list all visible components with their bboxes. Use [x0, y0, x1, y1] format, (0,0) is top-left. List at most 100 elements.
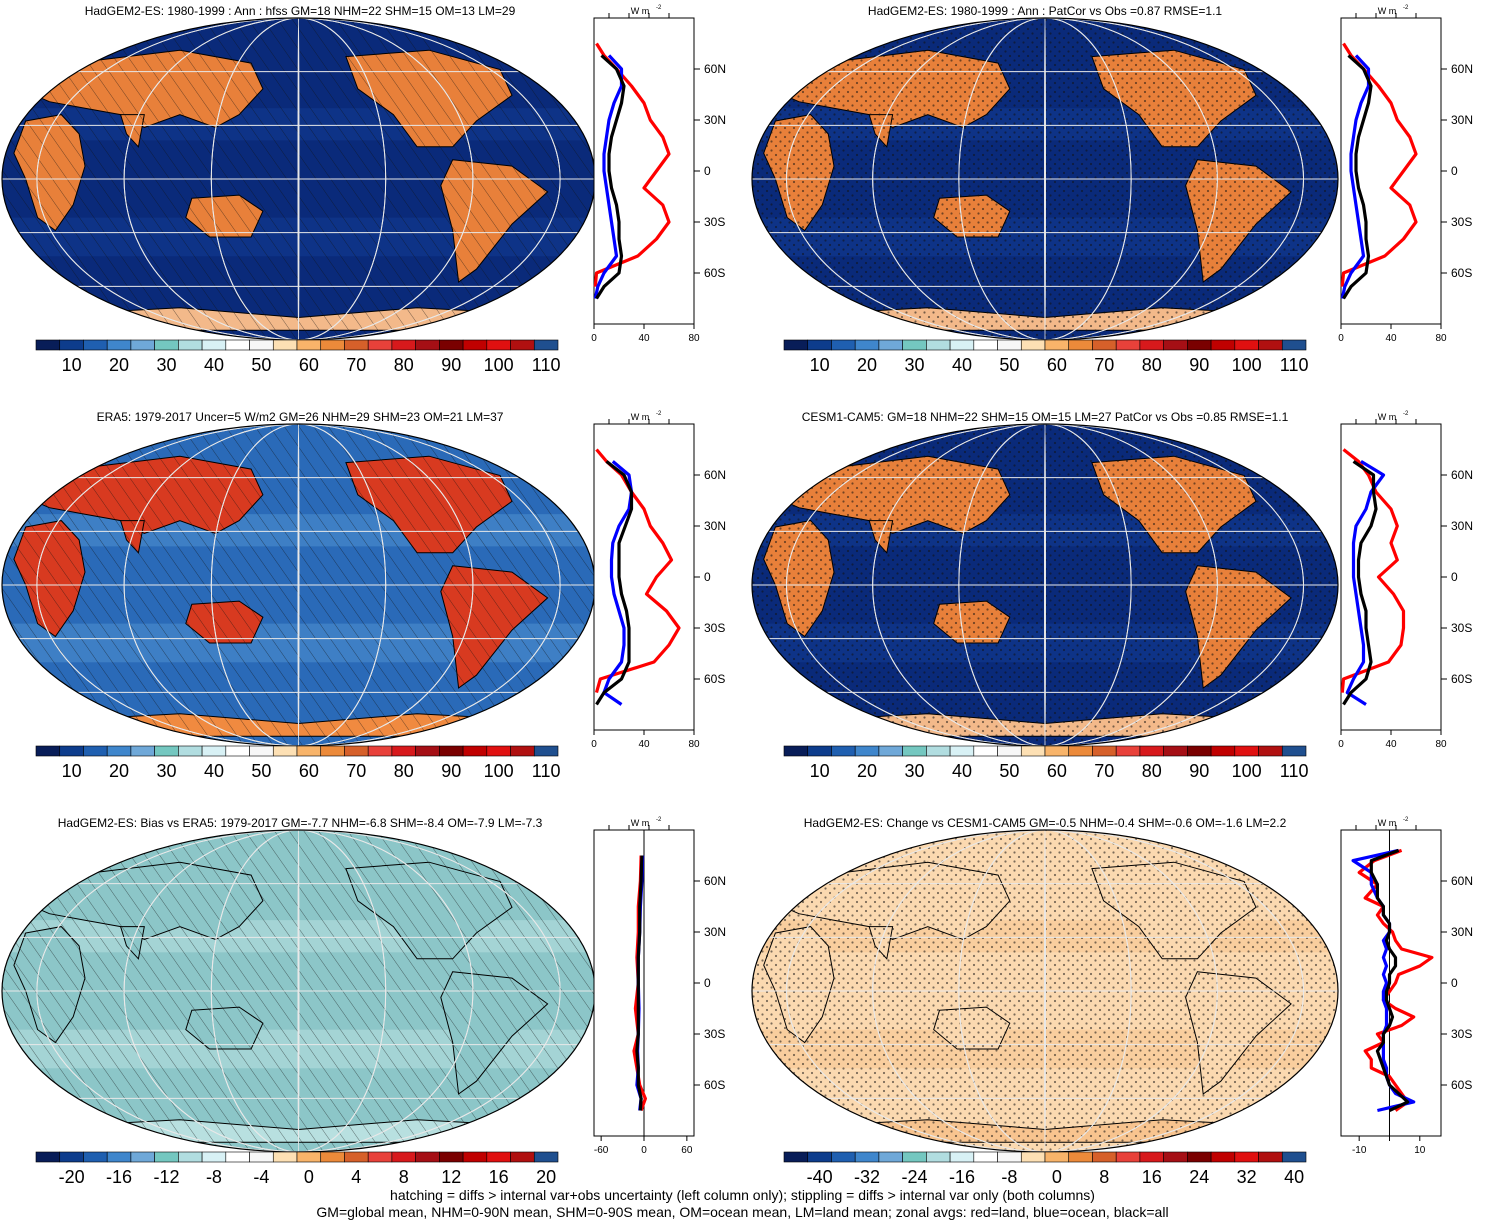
- graticule-lon: [123, 830, 474, 1152]
- lat-tick-label: 0: [704, 976, 711, 990]
- graticule-lon: [785, 830, 1305, 1152]
- panel-title: HadGEM2-ES: Change vs CESM1-CAM5 GM=-0.5…: [804, 816, 1287, 830]
- colorbar-swatch: [902, 745, 927, 757]
- colorbar-tick-label: 40: [204, 761, 224, 781]
- panel-title: HadGEM2-ES: 1980-1999 : Ann : PatCor vs …: [868, 4, 1223, 18]
- graticule-lon: [872, 18, 1218, 340]
- colorbar-swatch: [1068, 1151, 1093, 1163]
- profile-unit-label: W m: [1378, 818, 1397, 828]
- colorbar-tick-label: 50: [999, 761, 1019, 781]
- colorbar-swatch: [1187, 1151, 1212, 1163]
- map-panel-5: HadGEM2-ES: Bias vs ERA5: 1979-2017 GM=-…: [1, 816, 596, 1153]
- colorbar-swatch: [344, 339, 369, 351]
- colorbar-swatch: [83, 339, 108, 351]
- zonal-profile: W m -2 60N 30N 0 30S 60S -60 0 60: [593, 817, 726, 1156]
- colorbar-swatch: [783, 1151, 809, 1163]
- colorbar-swatch: [1210, 339, 1236, 351]
- colorbar-swatch: [1258, 339, 1283, 351]
- colorbar-tick-label: 32: [1237, 1167, 1257, 1187]
- map-panel-3: ERA5: 1979-2017 Uncer=5 W/m2 GM=26 NHM=2…: [1, 410, 596, 747]
- panel-title: ERA5: 1979-2017 Uncer=5 W/m2 GM=26 NHM=2…: [97, 410, 504, 424]
- colorbar-swatch: [249, 339, 274, 351]
- colorbar-tick-label: -20: [59, 1167, 85, 1187]
- lat-tick-label: 0: [1451, 164, 1458, 178]
- colorbar-tick-label: 90: [441, 355, 461, 375]
- lat-tick-label: 60N: [1451, 62, 1473, 76]
- graticule-lon: [210, 830, 387, 1152]
- colorbar-tick-label: 40: [204, 355, 224, 375]
- colorbar-tick-label: 8: [1099, 1167, 1109, 1187]
- colorbar-swatch: [1044, 1151, 1070, 1163]
- colorbar-swatch: [997, 1151, 1022, 1163]
- profile-unit-sup: -2: [1403, 411, 1409, 417]
- colorbar-swatch: [997, 339, 1022, 351]
- lat-tick-label: 60N: [704, 62, 726, 76]
- colorbar-swatch: [296, 339, 322, 351]
- land-series-line: [593, 42, 671, 287]
- colorbar-swatch: [462, 1151, 488, 1163]
- profile-unit-sup: -2: [1403, 5, 1409, 11]
- x-tick-label: 40: [1385, 739, 1397, 750]
- colorbar-swatch: [415, 339, 440, 351]
- colorbar-swatch: [35, 745, 61, 757]
- map-panel-2: HadGEM2-ES: 1980-1999 : Ann : PatCor vs …: [751, 4, 1339, 341]
- map-panel-4: CESM1-CAM5: GM=18 NHM=22 SHM=15 OM=15 LM…: [751, 410, 1339, 747]
- graticule-lon: [210, 18, 387, 340]
- colorbar-swatch: [807, 339, 832, 351]
- colorbar-swatch: [320, 1151, 345, 1163]
- colorbar-swatch: [1210, 745, 1236, 757]
- colorbar-tick-label: 80: [394, 761, 414, 781]
- colorbar-swatch: [1139, 339, 1164, 351]
- colorbar-tick-label: 90: [1189, 761, 1209, 781]
- graticule-lon: [1044, 830, 1046, 1152]
- lat-tick-label: 60N: [704, 468, 726, 482]
- footer-line-2: GM=global mean, NHM=0-90N mean, SHM=0-90…: [316, 1204, 1169, 1220]
- lat-tick-label: 0: [704, 570, 711, 584]
- graticule-lon: [958, 830, 1132, 1152]
- x-tick-label: 80: [1435, 333, 1447, 344]
- colorbar-swatch: [783, 745, 809, 757]
- colorbar-tick-label: 16: [1142, 1167, 1162, 1187]
- colorbar-swatch: [1139, 1151, 1164, 1163]
- colorbar-swatch: [878, 339, 903, 351]
- colorbar-swatch: [878, 745, 903, 757]
- colorbar-tick-label: -16: [106, 1167, 132, 1187]
- colorbar-swatch: [178, 1151, 203, 1163]
- colorbar-swatch: [533, 339, 559, 351]
- colorbar-tick-label: 10: [810, 355, 830, 375]
- all-series-line: [1369, 848, 1410, 1112]
- colorbar-tick-label: -32: [854, 1167, 880, 1187]
- colorbar-swatch: [367, 1151, 393, 1163]
- colorbar-swatch: [1210, 1151, 1236, 1163]
- colorbar-tick-label: 60: [299, 761, 319, 781]
- colorbar-swatch: [106, 745, 132, 757]
- colorbar-swatch: [902, 339, 927, 351]
- colorbar-swatch: [949, 339, 975, 351]
- x-tick-label: 80: [688, 739, 700, 750]
- colorbar-tick-label: 8: [399, 1167, 409, 1187]
- colorbar-swatch: [949, 1151, 975, 1163]
- colorbar-tick-label: 40: [1284, 1167, 1304, 1187]
- lat-tick-label: 0: [704, 164, 711, 178]
- colorbar-swatch: [130, 1151, 155, 1163]
- colorbar-tick-label: 20: [857, 355, 877, 375]
- colorbar-swatch: [272, 339, 298, 351]
- colorbar-tick-label: 0: [304, 1167, 314, 1187]
- lat-tick-label: 60N: [1451, 874, 1473, 888]
- colorbar-swatch: [1020, 339, 1046, 351]
- lat-tick-label: 60S: [1451, 1078, 1472, 1092]
- x-tick-label: -60: [594, 1145, 609, 1156]
- colorbar-swatch: [486, 339, 511, 351]
- colorbar-tick-label: 50: [999, 355, 1019, 375]
- x-tick-label: 40: [1385, 333, 1397, 344]
- profile-unit-sup: -2: [1403, 817, 1409, 823]
- graticule-lon: [36, 830, 561, 1152]
- colorbar-swatch: [462, 745, 488, 757]
- colorbar-swatch: [272, 745, 298, 757]
- colorbar-swatch: [1234, 1151, 1259, 1163]
- panel-title: CESM1-CAM5: GM=18 NHM=22 SHM=15 OM=15 LM…: [802, 410, 1289, 424]
- graticule-lon: [36, 18, 561, 340]
- colorbar-tick-label: 90: [441, 761, 461, 781]
- colorbar-swatch: [510, 745, 535, 757]
- colorbar-swatch: [1020, 745, 1046, 757]
